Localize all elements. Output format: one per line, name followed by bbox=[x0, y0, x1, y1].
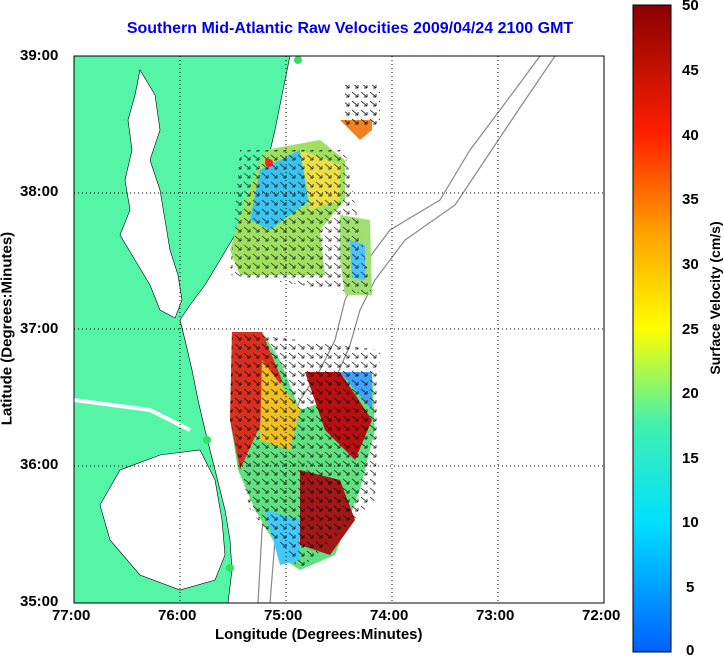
x-tick-label: 75:00 bbox=[264, 607, 303, 624]
colorbar-tick-label: 40 bbox=[682, 127, 699, 144]
colorbar-tick-label: 0 bbox=[686, 642, 695, 659]
y-tick-label: 39:00 bbox=[20, 47, 59, 64]
x-axis-label: Longitude (Degrees:Minutes) bbox=[215, 626, 423, 643]
x-tick-label: 73:00 bbox=[476, 607, 515, 624]
y-tick-label: 37:00 bbox=[20, 320, 59, 337]
colorbar-tick-label: 20 bbox=[682, 385, 699, 402]
map-title: Southern Mid-Atlantic Raw Velocities 200… bbox=[126, 20, 574, 37]
y-tick-label: 35:00 bbox=[20, 593, 59, 610]
colorbar bbox=[632, 4, 672, 653]
x-tick-label: 72:00 bbox=[582, 607, 621, 624]
pamlico-sound bbox=[99, 449, 226, 591]
colorbar-tick-label: 15 bbox=[682, 450, 699, 467]
colorbar-tick-label: 30 bbox=[682, 256, 699, 273]
y-axis-label: Latitude (Degrees:Minutes) bbox=[0, 231, 16, 426]
colorbar-tick-label: 10 bbox=[682, 514, 699, 531]
radar-site-marker bbox=[265, 159, 273, 167]
radar-site-marker bbox=[203, 436, 211, 444]
northern-patch bbox=[230, 140, 372, 295]
colorbar-label: Surface Velocity (cm/s) bbox=[707, 221, 723, 375]
chesapeake-bay bbox=[119, 69, 183, 319]
map-grid bbox=[74, 56, 604, 603]
radar-site-marker bbox=[226, 564, 234, 572]
x-tick-label: 77:00 bbox=[52, 607, 91, 624]
offshore-north-patch bbox=[340, 85, 380, 140]
x-tick-label: 76:00 bbox=[158, 607, 197, 624]
radar-site-marker bbox=[294, 56, 302, 64]
colorbar-tick-label: 35 bbox=[682, 191, 699, 208]
x-tick-label: 74:00 bbox=[370, 607, 409, 624]
southern-patch bbox=[230, 332, 380, 570]
colorbar-tick-label: 45 bbox=[682, 62, 699, 79]
colorbar-tick-label: 25 bbox=[682, 321, 699, 338]
colorbar-tick-label: 50 bbox=[682, 0, 699, 14]
y-tick-label: 36:00 bbox=[20, 456, 59, 473]
colorbar-tick-label: 5 bbox=[686, 579, 695, 596]
y-tick-label: 38:00 bbox=[20, 183, 59, 200]
